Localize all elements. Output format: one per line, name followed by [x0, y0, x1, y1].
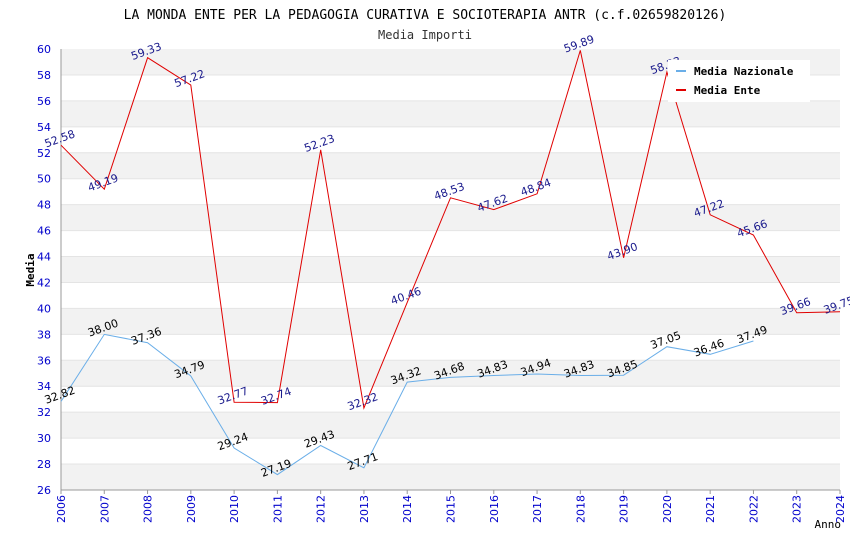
- series-line-0: [60, 333, 754, 476]
- x-tick-label: 2007: [98, 495, 111, 523]
- x-tick-label: 2009: [185, 495, 198, 523]
- x-tick-label: 2011: [271, 495, 284, 523]
- y-tick-label: 40: [37, 302, 51, 315]
- grid-band: [61, 256, 840, 283]
- x-tick-label: 2015: [445, 495, 458, 523]
- x-tick-label: 2008: [142, 495, 155, 523]
- y-tick-label: 52: [37, 147, 51, 160]
- x-axis-label: Anno: [815, 518, 842, 531]
- legend: Media Nazionale Media Ente: [668, 60, 810, 102]
- x-tick-label: 2024: [834, 495, 847, 523]
- x-tick-label: 2013: [358, 495, 371, 523]
- x-tick-label: 2022: [747, 495, 760, 523]
- y-axis-label: Media: [24, 253, 37, 286]
- y-tick-label: 28: [37, 458, 51, 471]
- series-line-1: [60, 50, 841, 410]
- data-label: 36.46: [692, 337, 726, 360]
- series-lines: [60, 50, 841, 476]
- data-label: 32.77: [216, 384, 250, 407]
- y-tick-labels: 26 28 30 32 34 36 38 40 42 44 46 48 50 52 54 56 58 60: [37, 43, 51, 497]
- x-tick-label: 2006: [55, 495, 68, 523]
- y-tick-label: 42: [37, 276, 51, 289]
- y-tick-label: 58: [37, 69, 51, 82]
- grid-band: [61, 204, 840, 231]
- y-tick-label: 60: [37, 43, 51, 56]
- grid-band: [61, 360, 840, 387]
- y-tick-label: 44: [37, 251, 51, 264]
- legend-label: Media Nazionale: [694, 65, 794, 78]
- x-tick-label: 2016: [488, 495, 501, 523]
- grid-band: [61, 152, 840, 179]
- x-tick-label: 2020: [661, 495, 674, 523]
- y-tick-label: 46: [37, 225, 51, 238]
- y-tick-label: 36: [37, 354, 51, 367]
- x-tick-label: 2018: [574, 495, 587, 523]
- data-label: 48.84: [519, 176, 553, 199]
- x-tick-label: 2017: [531, 495, 544, 523]
- x-tick-label: 2014: [401, 495, 414, 523]
- grid-band: [61, 412, 840, 439]
- y-tick-label: 54: [37, 121, 51, 134]
- legend-box: [668, 60, 810, 102]
- chart-subtitle: Media Importi: [378, 28, 472, 42]
- data-label: 52.23: [302, 132, 336, 155]
- y-tick-label: 32: [37, 406, 51, 419]
- y-tick-label: 30: [37, 432, 51, 445]
- x-tick-label: 2023: [791, 495, 804, 523]
- grid-bands: [61, 49, 840, 491]
- x-tick-label: 2012: [315, 495, 328, 523]
- grid-band: [61, 308, 840, 335]
- x-tick-label: 2021: [704, 495, 717, 523]
- x-tick-label: 2010: [228, 495, 241, 523]
- data-label: 32.32: [346, 390, 380, 413]
- y-tick-label: 34: [37, 380, 51, 393]
- x-tick-labels: 2006 2007 2008 2009 2010 2011 2012 2013 2014 2015…: [55, 495, 847, 523]
- y-tick-label: 38: [37, 328, 51, 341]
- y-tick-label: 56: [37, 95, 51, 108]
- y-tick-label: 26: [37, 484, 51, 497]
- legend-label: Media Ente: [694, 84, 761, 97]
- grid-band: [61, 464, 840, 490]
- x-tick-label: 2019: [618, 495, 631, 523]
- y-tick-label: 48: [37, 199, 51, 212]
- grid-band: [61, 100, 840, 127]
- chart-title: LA MONDA ENTE PER LA PEDAGOGIA CURATIVA …: [124, 8, 727, 23]
- axes: [60, 49, 841, 494]
- data-label: 32.74: [259, 385, 293, 408]
- y-tick-label: 50: [37, 173, 51, 186]
